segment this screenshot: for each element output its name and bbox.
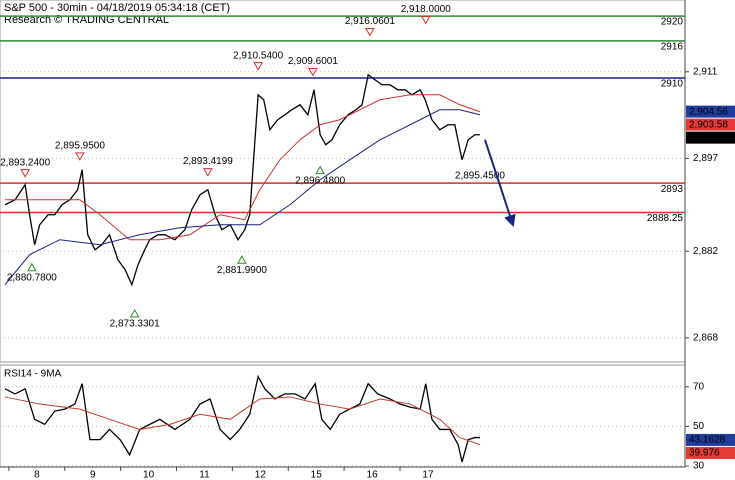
last-value-label: 2,900.45 [689,132,728,143]
y-tick-label: 2,868 [693,333,718,344]
low-label: 2,896.4800 [295,175,345,186]
y-tick-label: 70 [693,381,705,392]
last-value-label: 39.976 [689,448,720,459]
high-marker [308,67,318,77]
last-value-tag [686,433,735,446]
low-marker [315,165,326,175]
price-label: 2,895.4500 [455,171,505,182]
last-value-tag [686,131,735,144]
x-tick-label: 15 [311,470,323,480]
high-label: 2,916.0601 [345,16,395,27]
low-label: 2,873.3301 [110,319,160,330]
y-tick-label: 2,882 [693,246,718,257]
low-label: 2,880.7800 [7,272,57,283]
high-label: 2,893.2400 [0,157,50,168]
high-marker [20,169,31,178]
last-value-label: 2,904.56 [689,106,728,117]
last-value-label: 43.1628 [689,435,726,446]
level-label: 2916 [661,41,684,52]
y-tick-label: 2,911 [693,66,718,77]
level-label: 2910 [661,79,684,90]
x-tick-label: 16 [367,470,379,480]
price-panel [0,0,686,363]
high-label: 2,893.4199 [183,156,233,167]
level-label: 2893 [661,184,684,195]
last-value-tag [686,118,735,131]
high-marker [420,15,431,25]
high-marker [202,168,213,177]
y-tick-label: 30 [693,461,705,472]
x-tick-label: 10 [143,470,155,480]
x-tick-label: 8 [34,470,40,480]
level-label: 2920 [661,17,684,28]
last-value-label: 2,903.58 [689,119,728,130]
x-tick-label: 11 [199,470,210,480]
x-tick-label: 9 [90,470,96,480]
high-marker [365,27,375,37]
high-label: 2,910.5400 [233,50,283,61]
high-label: 2,909.6001 [288,56,338,67]
high-marker [253,62,263,71]
y-tick-label: 50 [693,421,705,432]
high-marker [75,152,85,161]
forecast-arrow [484,139,516,228]
low-label: 2,881.9900 [217,265,267,276]
high-label: 2,895.9500 [55,141,105,152]
series-line [4,73,480,287]
y-tick-label: 2,897 [693,153,718,164]
series-line [5,94,481,241]
x-tick-label: 12 [255,470,267,480]
last-value-tag [686,105,735,118]
chart-title: S&P 500 - 30min - 04/18/2019 05:34:18 (C… [4,2,230,14]
low-marker [237,255,247,264]
series-line [4,396,481,446]
level-label: 2888.25 [647,213,684,224]
high-label: 2,918.0000 [401,4,451,15]
last-value-tag [686,446,735,459]
low-marker [26,262,37,272]
rsi-panel [0,364,686,468]
rsi-title: RSI14 - 9MA [4,369,62,380]
x-tick-label: 17 [422,470,434,480]
chart-subtitle: Research © TRADING CENTRAL [4,14,169,26]
low-marker [129,308,140,318]
series-line [4,109,481,286]
